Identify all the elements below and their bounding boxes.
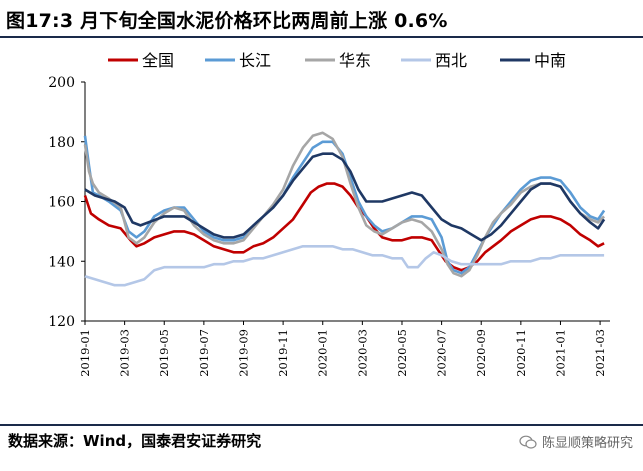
x-tick-label: 2019-09	[236, 329, 250, 377]
data-source: 数据来源：Wind，国泰君安证券研究	[8, 432, 262, 450]
x-tick-label: 2020-09	[474, 329, 488, 377]
series-line-4	[84, 245, 605, 287]
x-tick-label: 2019-11	[276, 329, 290, 377]
x-tick-label: 2020-03	[355, 329, 369, 377]
watermark: 陈显顺策略研究	[519, 432, 633, 451]
footer-divider	[0, 424, 643, 426]
x-tick-label: 2019-01	[78, 329, 92, 377]
x-tick-label: 2020-11	[514, 329, 528, 377]
line-chart: 120 140 160 180 200 2019-01 2019-03 2019-05 2019…	[48, 51, 610, 377]
y-tick-label: 120	[48, 314, 75, 330]
x-tick-label: 2021-01	[553, 329, 567, 377]
series-line-5	[84, 152, 606, 242]
y-tick-label: 180	[48, 135, 75, 151]
x-tick-label: 2020-01	[316, 329, 330, 377]
x-tick-label: 2021-03	[593, 329, 607, 377]
y-tick-label: 200	[48, 75, 75, 91]
chart-axes: 120 140 160 180 200 2019-01 2019-03 2019-05 2019…	[48, 75, 610, 377]
x-tick-label: 2019-05	[157, 329, 171, 377]
series-line-1	[83, 182, 605, 272]
legend-label-3: 华东	[339, 51, 371, 70]
series-line-2	[83, 135, 606, 275]
legend-label-5: 中南	[534, 51, 566, 70]
series-line-3	[83, 131, 606, 278]
chart-legend: 全国 长江 华东 西北 中南	[108, 51, 566, 70]
wechat-icon	[519, 435, 537, 449]
y-tick-label: 140	[48, 254, 75, 270]
legend-label-1: 全国	[142, 51, 174, 70]
chart-series	[83, 131, 606, 287]
legend-label-2: 长江	[239, 51, 271, 70]
y-tick-label: 160	[48, 195, 75, 211]
x-tick-label: 2019-07	[197, 329, 211, 377]
x-tick-label: 2019-03	[118, 329, 132, 377]
title-divider	[0, 36, 643, 38]
page-title: 图17:3 月下旬全国水泥价格环比两周前上涨 0.6%	[6, 10, 448, 32]
x-tick-label: 2020-07	[435, 329, 449, 377]
watermark-text: 陈显顺策略研究	[541, 436, 633, 451]
x-tick-label: 2020-05	[395, 329, 409, 377]
legend-label-4: 西北	[435, 51, 467, 70]
